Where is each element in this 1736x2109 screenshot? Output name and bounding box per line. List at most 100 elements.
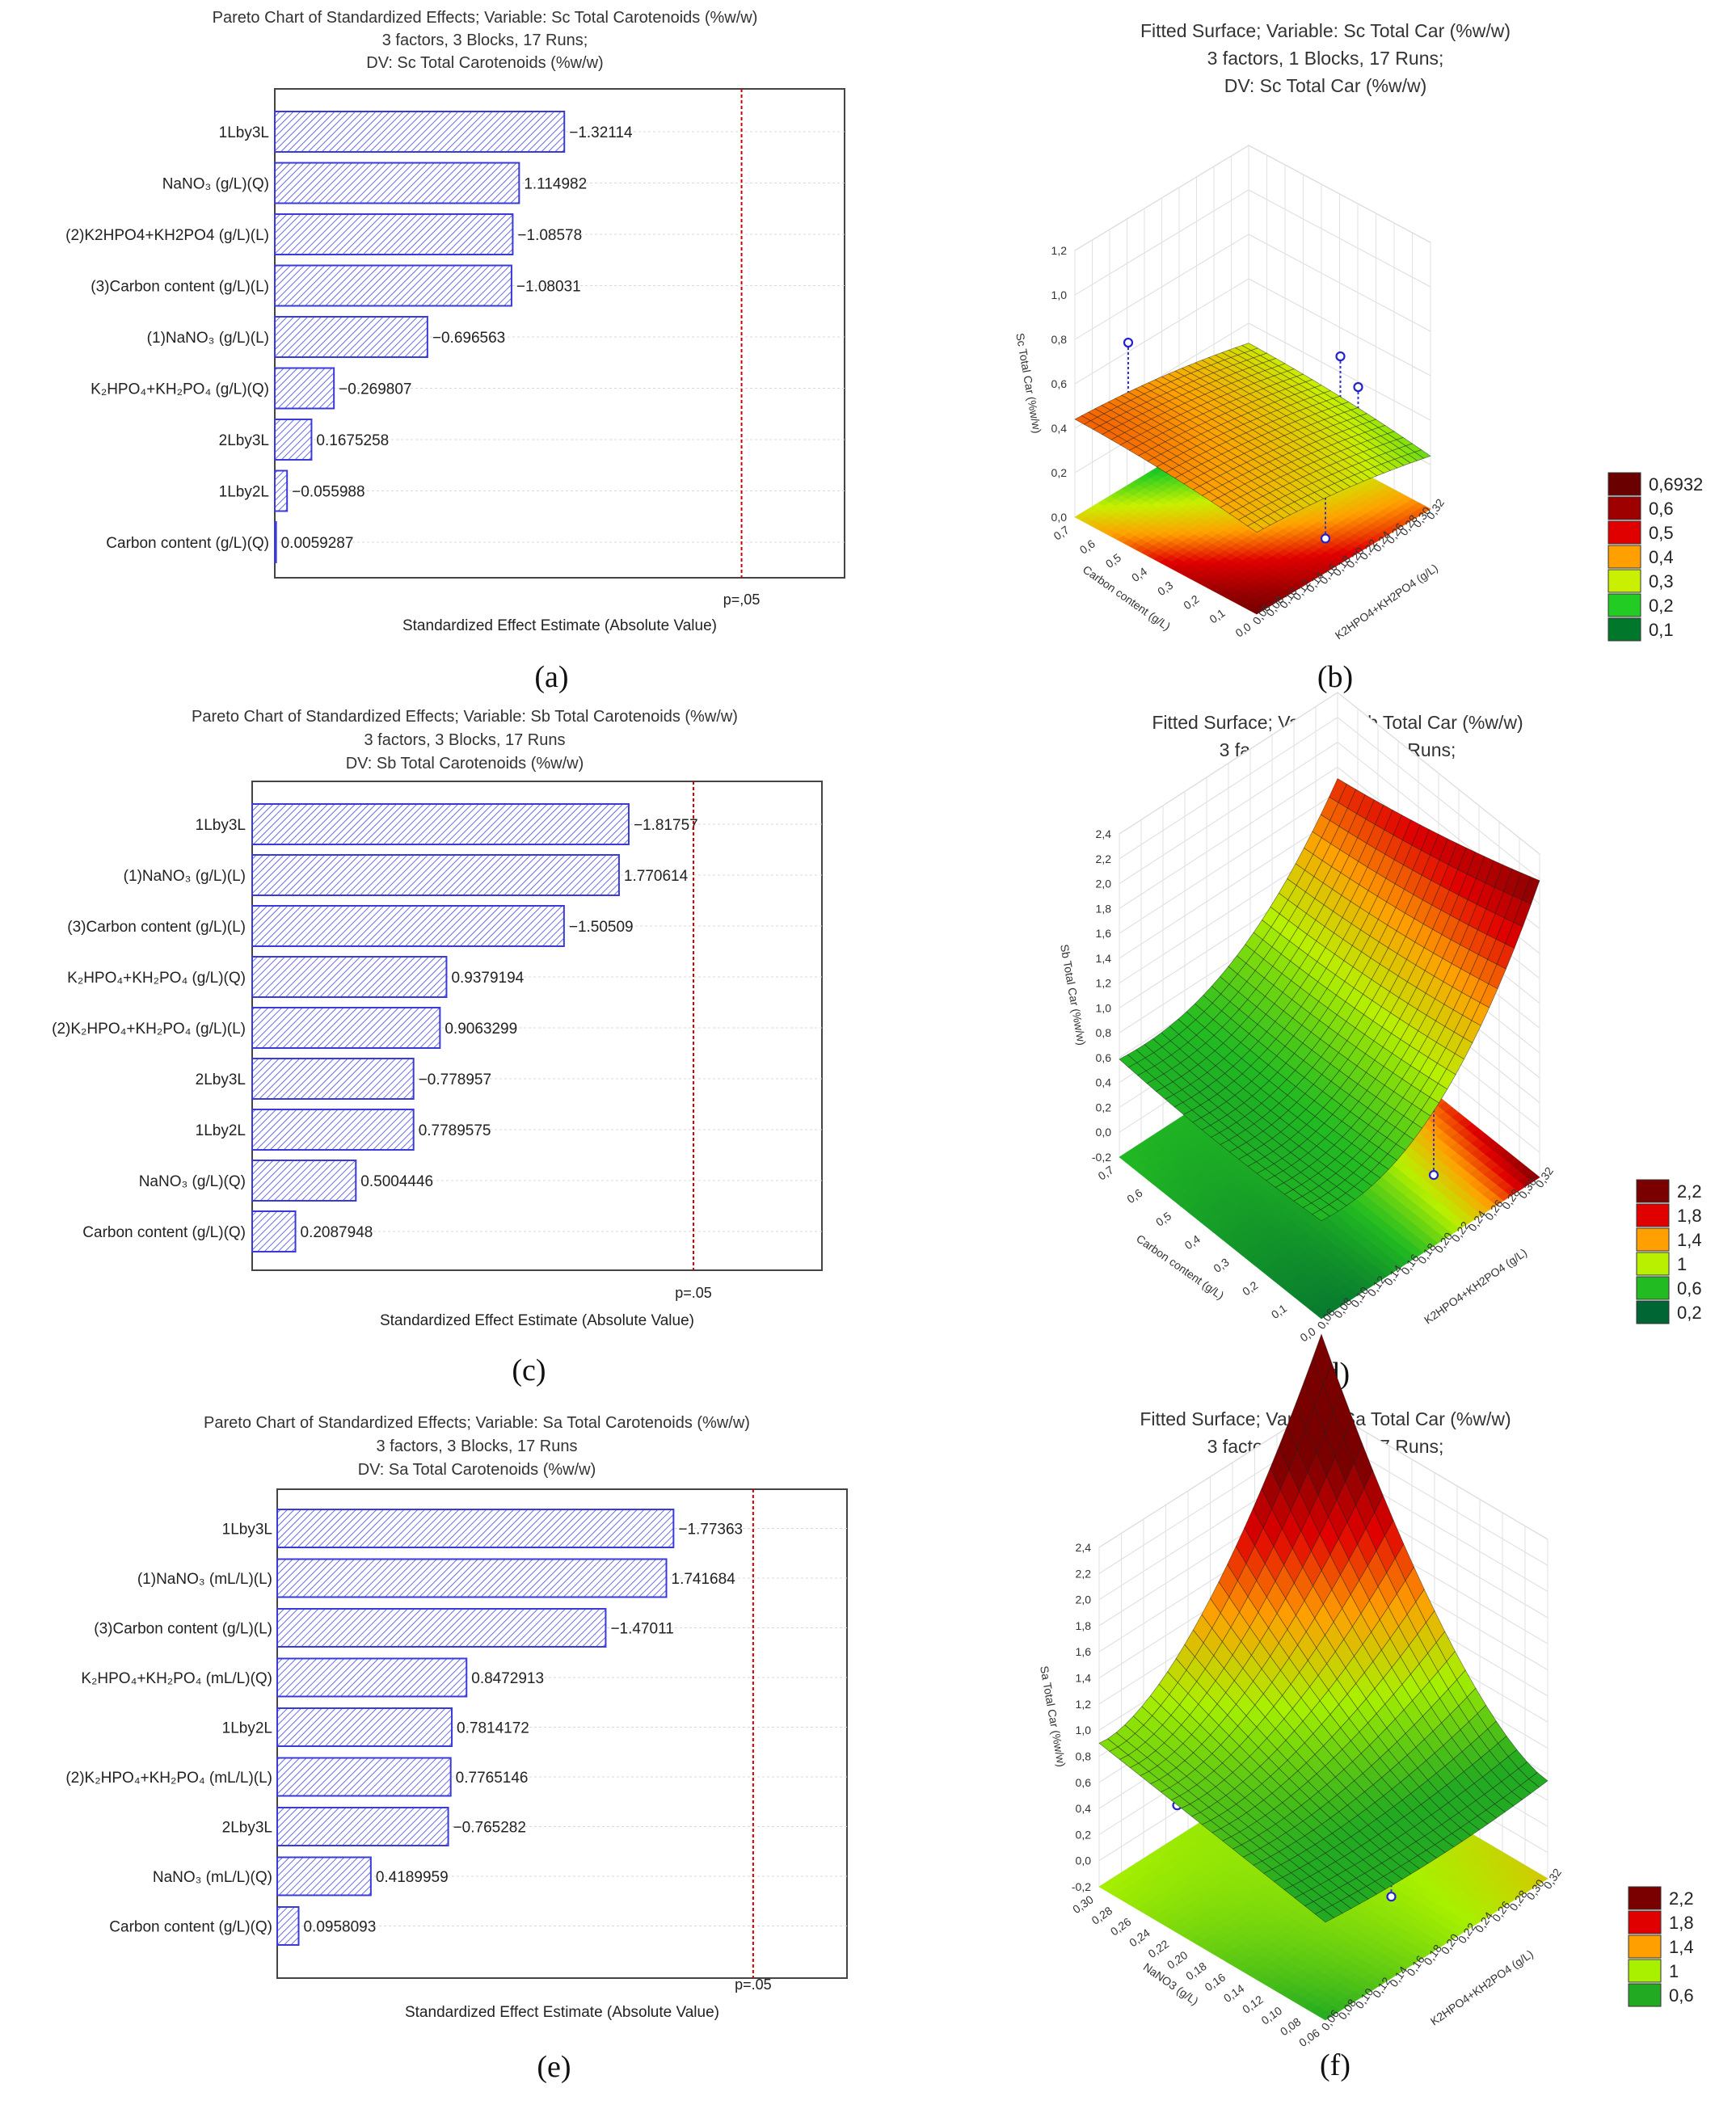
y-tick-label: 0,18 <box>1183 1960 1209 1983</box>
surface-cell <box>1247 522 1264 533</box>
z-tick-label: 0,6 <box>1051 377 1068 390</box>
z-tick-label: 1,4 <box>1076 1672 1092 1685</box>
category-label: (3)Carbon content (g/L)(L) <box>94 1621 272 1638</box>
bar <box>251 854 620 896</box>
y-tick-label: 0,22 <box>1146 1937 1172 1960</box>
bar <box>251 1007 441 1049</box>
category-label: (1)NaNO₃ (g/L)(L) <box>147 330 269 347</box>
value-label: 0.1675258 <box>316 432 389 449</box>
p-value-label: p=,05 <box>723 591 761 608</box>
z-tick-label: 1,2 <box>1096 977 1112 990</box>
legend-label: 0,2 <box>1677 1303 1702 1323</box>
z-tick-label: 1,6 <box>1076 1645 1092 1658</box>
data-point <box>1386 1892 1397 1902</box>
value-label: 1.770614 <box>624 868 689 885</box>
z-tick-label: 0,4 <box>1096 1076 1112 1089</box>
legend-swatch <box>1636 1203 1670 1227</box>
data-point <box>1335 351 1346 362</box>
legend-swatch <box>1607 496 1641 520</box>
z-axis: 1,21,00,80,60,40,20,0Sc Total Car (%w/w) <box>1013 244 1067 524</box>
floor-cell <box>1249 607 1263 615</box>
value-label: 0.9379194 <box>451 970 524 987</box>
bar <box>274 111 566 153</box>
category-label: Carbon content (g/L)(Q) <box>106 535 269 552</box>
bar <box>276 1757 452 1797</box>
bar <box>274 316 428 358</box>
category-label: NaNO₃ (g/L)(Q) <box>162 176 269 193</box>
chart-title-line: Fitted Surface; Variable: Sc Total Car (… <box>1140 20 1511 41</box>
z-axis-label: Sc Total Car (%w/w) <box>1013 332 1044 435</box>
z-tick-label: 2,4 <box>1096 827 1112 840</box>
legend-label: 0,2 <box>1649 596 1674 616</box>
z-tick-label: 2,2 <box>1076 1567 1092 1580</box>
chart-title-line: 3 factors, 3 Blocks, 17 Runs <box>364 731 565 749</box>
category-label: (2)K₂HPO₄+KH₂PO₄ (mL/L)(L) <box>65 1770 272 1787</box>
value-label: 0.0059287 <box>281 535 354 552</box>
surface-chart-f: Fitted Surface; Variable: Sa Total Car (… <box>1038 1333 1694 2082</box>
z-tick-label: 1,0 <box>1076 1724 1092 1736</box>
z-tick-label: 0,2 <box>1096 1101 1112 1113</box>
z-tick-label: 0,6 <box>1076 1776 1092 1789</box>
bar <box>251 1210 297 1252</box>
chart-title-line: DV: Sb Total Carotenoids (%w/w) <box>346 755 584 772</box>
value-label: −1.81757 <box>634 817 698 834</box>
z-tick-label: 0,4 <box>1051 422 1068 435</box>
category-label: 1Lby3L <box>222 1522 272 1539</box>
value-label: −1.08031 <box>516 279 581 296</box>
legend-swatch <box>1607 593 1641 617</box>
bar <box>274 162 520 204</box>
pareto-chart-e: Pareto Chart of Standardized Effects; Va… <box>65 1414 848 2084</box>
legend-label: 0,6 <box>1677 1278 1702 1299</box>
category-label: (1)NaNO₃ (g/L)(L) <box>124 868 246 885</box>
y-tick-label: 0,16 <box>1203 1970 1228 1993</box>
y-tick-label: 0,10 <box>1259 2004 1285 2027</box>
floor-cell <box>1314 1308 1329 1320</box>
y-tick-label: 0,2 <box>1181 592 1201 612</box>
z-tick-label: 0,2 <box>1076 1828 1092 1841</box>
chart-title-line: Pareto Chart of Standardized Effects; Va… <box>213 9 758 27</box>
y-tick-label: 0,20 <box>1165 1948 1190 1972</box>
legend-swatch <box>1628 1959 1662 1983</box>
value-label: 0.7789575 <box>419 1122 491 1139</box>
data-point <box>1353 381 1363 393</box>
bar <box>276 1608 607 1648</box>
z-tick-label: 2,2 <box>1096 852 1112 865</box>
value-label: 0.8472913 <box>471 1670 544 1687</box>
y-tick-label: 0,1 <box>1269 1302 1289 1321</box>
legend-swatch <box>1628 1886 1662 1910</box>
bar <box>274 264 512 307</box>
x-axis-label: K2HPO4+KH2PO4 (g/L) <box>1333 561 1440 642</box>
y-tick-label: 0,12 <box>1240 1993 1266 2016</box>
value-label: −0.778957 <box>419 1071 491 1088</box>
legend-swatch <box>1636 1300 1670 1324</box>
bar <box>274 213 514 255</box>
legend-label: 2,2 <box>1677 1181 1702 1202</box>
surface-chart-b: Fitted Surface; Variable: Sc Total Car (… <box>1013 20 1703 694</box>
value-label: 0.4189959 <box>376 1869 449 1886</box>
y-tick-label: 0,1 <box>1207 606 1227 625</box>
value-label: 0.0958093 <box>303 1919 376 1936</box>
value-label: 0.7765146 <box>456 1770 529 1787</box>
z-tick-label: 1,0 <box>1096 1001 1112 1014</box>
legend-label: 0,6 <box>1649 499 1674 519</box>
value-label: 0.5004446 <box>360 1173 433 1190</box>
category-label: (3)Carbon content (g/L)(L) <box>67 919 246 936</box>
legend-swatch <box>1636 1276 1670 1300</box>
value-label: −1.08578 <box>517 227 582 244</box>
color-legend: 2,21,81,410,60,2 <box>1636 1179 1702 1324</box>
value-label: 1.741684 <box>672 1571 736 1588</box>
pareto-chart-a: Pareto Chart of Standardized Effects; Va… <box>65 9 845 694</box>
value-label: −0.269807 <box>339 381 411 398</box>
value-label: −0.765282 <box>453 1820 526 1837</box>
legend-label: 0,6932 <box>1649 474 1703 495</box>
bar <box>274 419 313 461</box>
bar <box>251 1109 415 1151</box>
y-tick-label: 0,6 <box>1124 1186 1144 1206</box>
panel-label: (a) <box>534 660 568 694</box>
category-label: 1Lby2L <box>219 484 269 501</box>
y-tick-label: 0,7 <box>1051 523 1072 542</box>
z-tick-label: 1,2 <box>1051 244 1068 257</box>
color-legend: 2,21,81,410,6 <box>1628 1886 1694 2007</box>
